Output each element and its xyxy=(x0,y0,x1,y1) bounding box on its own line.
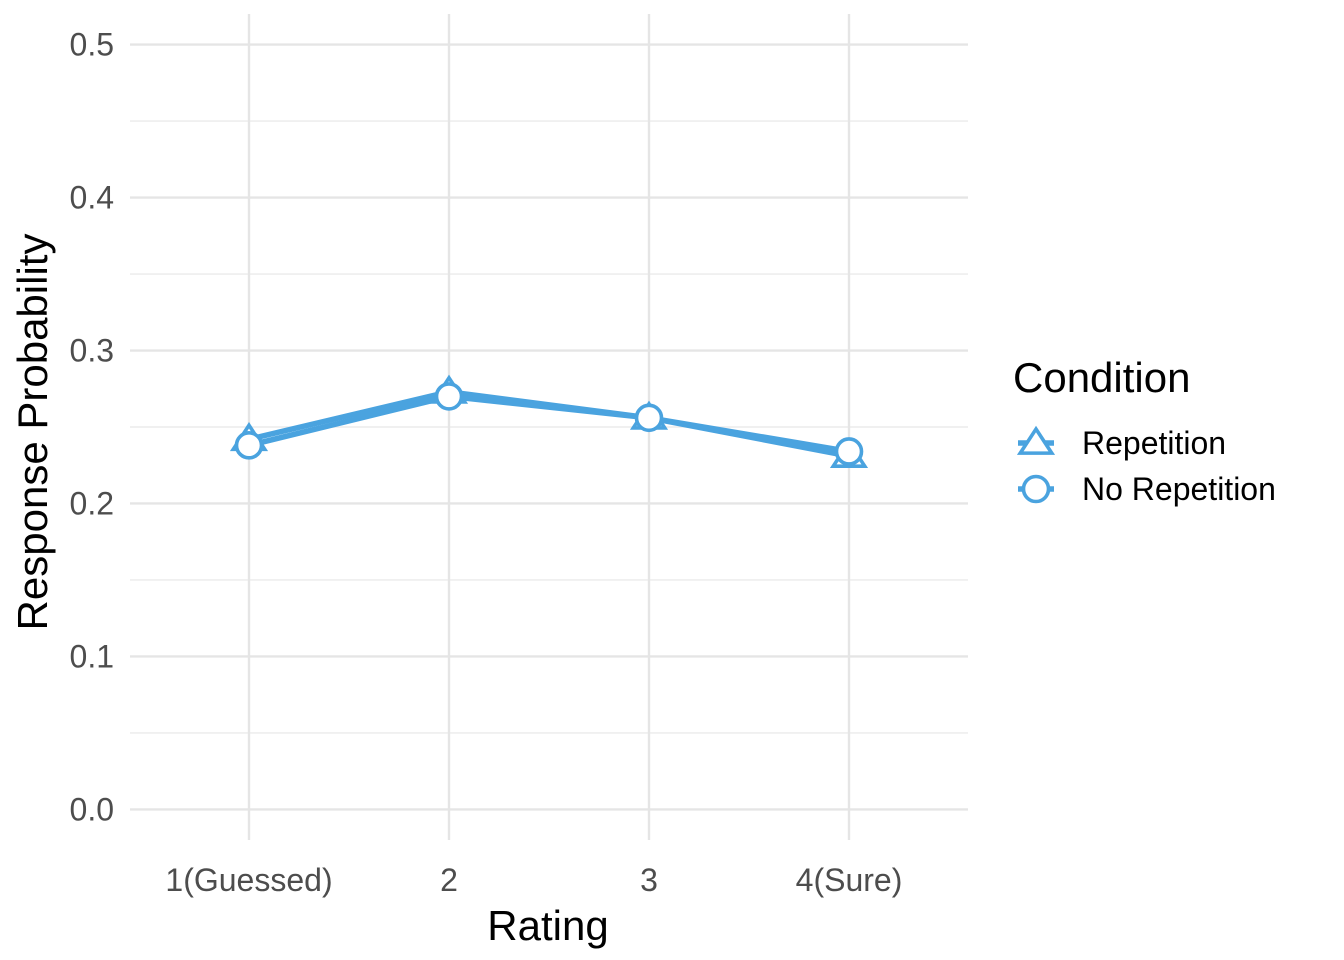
point-circle xyxy=(234,431,264,460)
y-axis-title: Response Probability xyxy=(9,234,56,631)
legend-circle-icon xyxy=(1021,474,1051,504)
legend-triangle-icon xyxy=(1016,425,1056,455)
y-tick-label: 0.2 xyxy=(70,485,114,521)
x-tick-labels: 1(Guessed) 2 3 4(Sure) xyxy=(165,862,902,898)
x-tick-label: 3 xyxy=(640,862,658,898)
series-points xyxy=(229,374,869,468)
x-axis-title: Rating xyxy=(487,902,608,949)
y-tick-labels: 0.0 0.1 0.2 0.3 0.4 0.5 xyxy=(70,27,114,828)
legend-entry: Repetition xyxy=(1016,425,1226,461)
y-tick-label: 0.0 xyxy=(70,791,114,827)
point-circle xyxy=(634,403,664,433)
legend-title: Condition xyxy=(1013,354,1190,401)
legend-label: Repetition xyxy=(1082,425,1226,461)
y-tick-label: 0.4 xyxy=(70,180,114,216)
minor-gridlines xyxy=(130,120,968,734)
legend-entry: No Repetition xyxy=(1018,471,1276,507)
y-tick-label: 0.5 xyxy=(70,27,114,63)
y-tick-label: 0.1 xyxy=(70,638,114,674)
x-tick-label: 1(Guessed) xyxy=(165,862,332,898)
x-tick-label: 2 xyxy=(440,862,458,898)
legend-label: No Repetition xyxy=(1082,471,1276,507)
series-line-circle xyxy=(248,393,850,455)
legend-entries: Repetition No Repetition xyxy=(1016,425,1276,507)
y-tick-label: 0.3 xyxy=(70,333,114,369)
point-circle xyxy=(434,382,464,411)
point-circle xyxy=(834,437,864,466)
legend: Condition Repetition No Repetition xyxy=(1013,354,1276,507)
series-lines xyxy=(248,389,850,459)
x-tick-label: 4(Sure) xyxy=(796,862,903,898)
